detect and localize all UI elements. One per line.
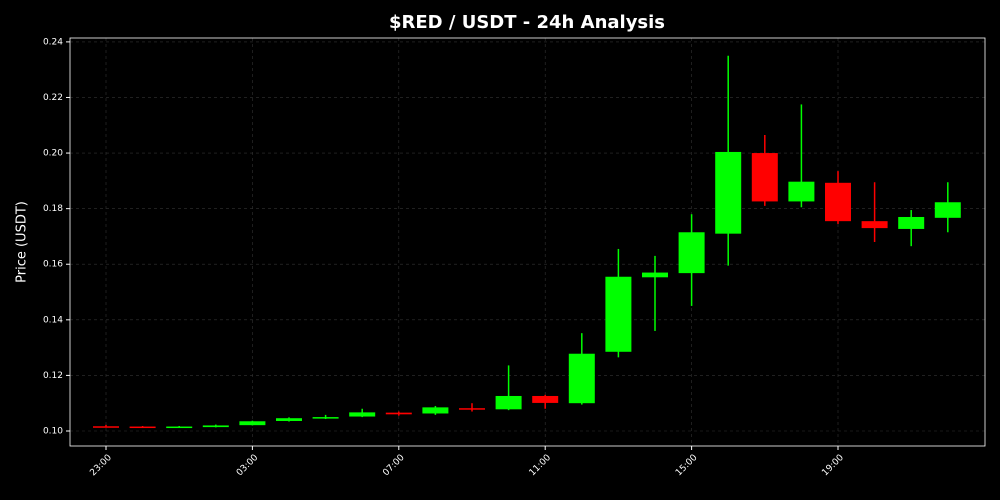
chart-title: $RED / USDT - 24h Analysis: [389, 12, 665, 33]
x-tick-label: 07:00: [381, 453, 407, 479]
plot-frame: [69, 37, 986, 447]
candle-body: [788, 181, 815, 202]
y-tick-label: 0.16: [43, 260, 63, 270]
y-tick-label: 0.12: [43, 371, 63, 381]
candle-body: [202, 425, 229, 428]
candle-body: [385, 412, 412, 415]
y-tick-label: 0.24: [43, 37, 63, 47]
candle-body: [276, 418, 302, 421]
candle-body: [568, 353, 595, 404]
y-tick-label: 0.14: [43, 315, 63, 325]
y-tick-label: 0.22: [43, 93, 63, 103]
y-tick-label: 0.20: [43, 149, 63, 159]
candle-body: [825, 182, 851, 222]
candle-body: [605, 276, 632, 352]
candle-body: [642, 272, 668, 278]
x-tick-label: 03:00: [235, 453, 261, 479]
candle-body: [934, 202, 961, 218]
candle-body: [532, 395, 559, 403]
candle-body: [898, 216, 925, 229]
candle-body: [422, 407, 449, 414]
x-tick-label: 15:00: [674, 453, 700, 479]
candle-body: [715, 151, 742, 234]
x-tick-label: 23:00: [88, 453, 114, 479]
candle-body: [861, 221, 888, 229]
candle-body: [129, 426, 156, 429]
candle-body: [312, 417, 339, 419]
candle-body: [166, 426, 193, 429]
candle-body: [93, 426, 119, 428]
candle-body: [751, 153, 778, 202]
x-tick-label: 19:00: [820, 453, 846, 479]
candle-body: [459, 408, 485, 410]
y-axis-label: Price (USDT): [15, 201, 30, 283]
candle-body: [349, 412, 376, 417]
x-tick-label: 11:00: [528, 453, 554, 479]
candle-body: [239, 421, 266, 426]
candle-body: [495, 395, 522, 410]
y-tick-label: 0.10: [43, 426, 63, 436]
y-tick-label: 0.18: [43, 204, 63, 214]
candle-body: [678, 232, 705, 274]
